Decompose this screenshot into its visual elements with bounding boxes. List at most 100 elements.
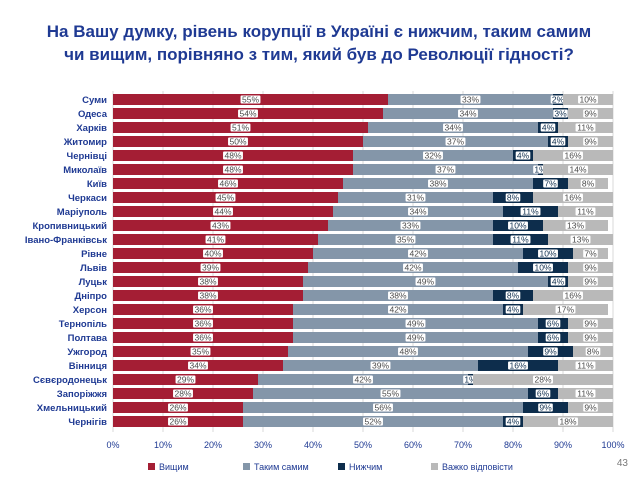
data-label-bg — [190, 347, 211, 356]
data-label: 9% — [584, 277, 597, 287]
data-label-bg — [570, 235, 591, 244]
data-label: 9% — [584, 109, 597, 119]
data-label: 42% — [404, 263, 421, 273]
data-label-bg — [508, 361, 528, 370]
data-label: 11% — [522, 207, 539, 217]
data-label-bg — [568, 165, 588, 174]
data-label: 34% — [409, 207, 426, 217]
category-label: Одеса — [78, 109, 108, 120]
data-label: 48% — [399, 347, 416, 357]
category-label: Чернігів — [68, 417, 107, 428]
data-label-bg — [198, 277, 218, 286]
data-label-bg — [538, 403, 553, 412]
data-label-bg — [198, 291, 218, 300]
data-label: 45% — [217, 193, 234, 203]
data-label: 40% — [204, 249, 221, 259]
data-label: 56% — [374, 403, 391, 413]
data-label-bg — [533, 263, 553, 272]
data-label-bg — [520, 207, 541, 216]
data-label: 42% — [409, 249, 426, 259]
data-label: 4% — [552, 137, 565, 147]
data-label: 43% — [212, 221, 229, 231]
data-label-bg — [565, 221, 586, 230]
category-label: Львів — [80, 263, 107, 274]
category-label: Херсон — [73, 305, 108, 316]
data-label: 8% — [587, 347, 600, 357]
data-label-bg — [443, 123, 463, 132]
data-label-bg — [400, 221, 421, 230]
data-label: 28% — [534, 375, 551, 385]
data-label-bg — [543, 179, 558, 188]
data-label-bg — [363, 417, 383, 426]
data-label-bg — [558, 417, 578, 426]
data-label: 26% — [169, 403, 186, 413]
data-label-bg — [540, 123, 556, 132]
data-label: 50% — [229, 137, 246, 147]
data-label: 11% — [577, 361, 594, 371]
data-label-bg — [423, 151, 443, 160]
data-label-bg — [555, 305, 576, 314]
data-label-bg — [408, 249, 428, 258]
chart-title: На Вашу думку, рівень корупції в Україні… — [0, 20, 638, 66]
category-label: Тернопіль — [59, 319, 107, 330]
category-label: Київ — [87, 179, 107, 190]
data-label-bg — [505, 305, 521, 314]
data-label: 8% — [507, 193, 520, 203]
data-label: 2% — [552, 95, 565, 105]
data-label-bg — [168, 403, 188, 412]
data-label: 1% — [534, 165, 547, 175]
data-label: 6% — [547, 319, 560, 329]
data-label-bg — [583, 249, 598, 258]
x-tick-label: 50% — [354, 440, 372, 450]
data-label: 9% — [584, 137, 597, 147]
data-label: 6% — [547, 333, 560, 343]
data-label: 10% — [539, 249, 556, 259]
data-label-bg — [188, 361, 208, 370]
data-label-bg — [505, 193, 521, 202]
x-tick-label: 40% — [304, 440, 322, 450]
data-label: 9% — [584, 319, 597, 329]
data-label: 41% — [207, 235, 224, 245]
category-label: Чернівці — [67, 151, 107, 162]
category-label: Маріуполь — [57, 207, 107, 218]
data-label-bg — [205, 235, 226, 244]
data-label-bg — [428, 179, 448, 188]
data-label-bg — [510, 235, 531, 244]
legend-swatch — [431, 463, 438, 470]
data-label: 16% — [564, 193, 581, 203]
data-label: 36% — [194, 333, 211, 343]
data-label: 8% — [582, 179, 595, 189]
data-label: 9% — [584, 403, 597, 413]
chart-title-line2: чи вищим, порівняно з тим, який був до Р… — [64, 45, 574, 64]
data-label-bg — [578, 95, 598, 104]
data-label: 39% — [202, 263, 219, 273]
category-label: Кропивницький — [32, 221, 107, 232]
x-tick-label: 100% — [601, 440, 624, 450]
data-label: 9% — [539, 403, 552, 413]
data-label: 48% — [224, 151, 241, 161]
category-label: Миколаїв — [63, 165, 107, 176]
legend-label: Вищим — [159, 462, 189, 472]
data-label: 17% — [557, 305, 574, 315]
legend-swatch — [243, 463, 250, 470]
chart-title-line1: На Вашу думку, рівень корупції в Україні… — [46, 22, 592, 41]
data-label-bg — [543, 347, 558, 356]
data-label: 28% — [174, 389, 191, 399]
data-label-bg — [575, 389, 596, 398]
data-label-bg — [515, 151, 531, 160]
data-label-bg — [193, 319, 213, 328]
data-label-bg — [563, 291, 583, 300]
data-label: 38% — [199, 277, 216, 287]
data-label-bg — [575, 207, 596, 216]
data-label-bg — [538, 249, 558, 258]
legend-label: Таким самим — [254, 462, 309, 472]
data-label-bg — [168, 417, 188, 426]
category-label: Черкаси — [68, 193, 107, 204]
data-label: 32% — [424, 151, 441, 161]
data-label: 35% — [397, 235, 414, 245]
data-label: 16% — [564, 291, 581, 301]
data-label-bg — [435, 165, 456, 174]
data-label-bg — [583, 333, 598, 342]
data-label-bg — [380, 389, 401, 398]
data-label-bg — [575, 361, 596, 370]
